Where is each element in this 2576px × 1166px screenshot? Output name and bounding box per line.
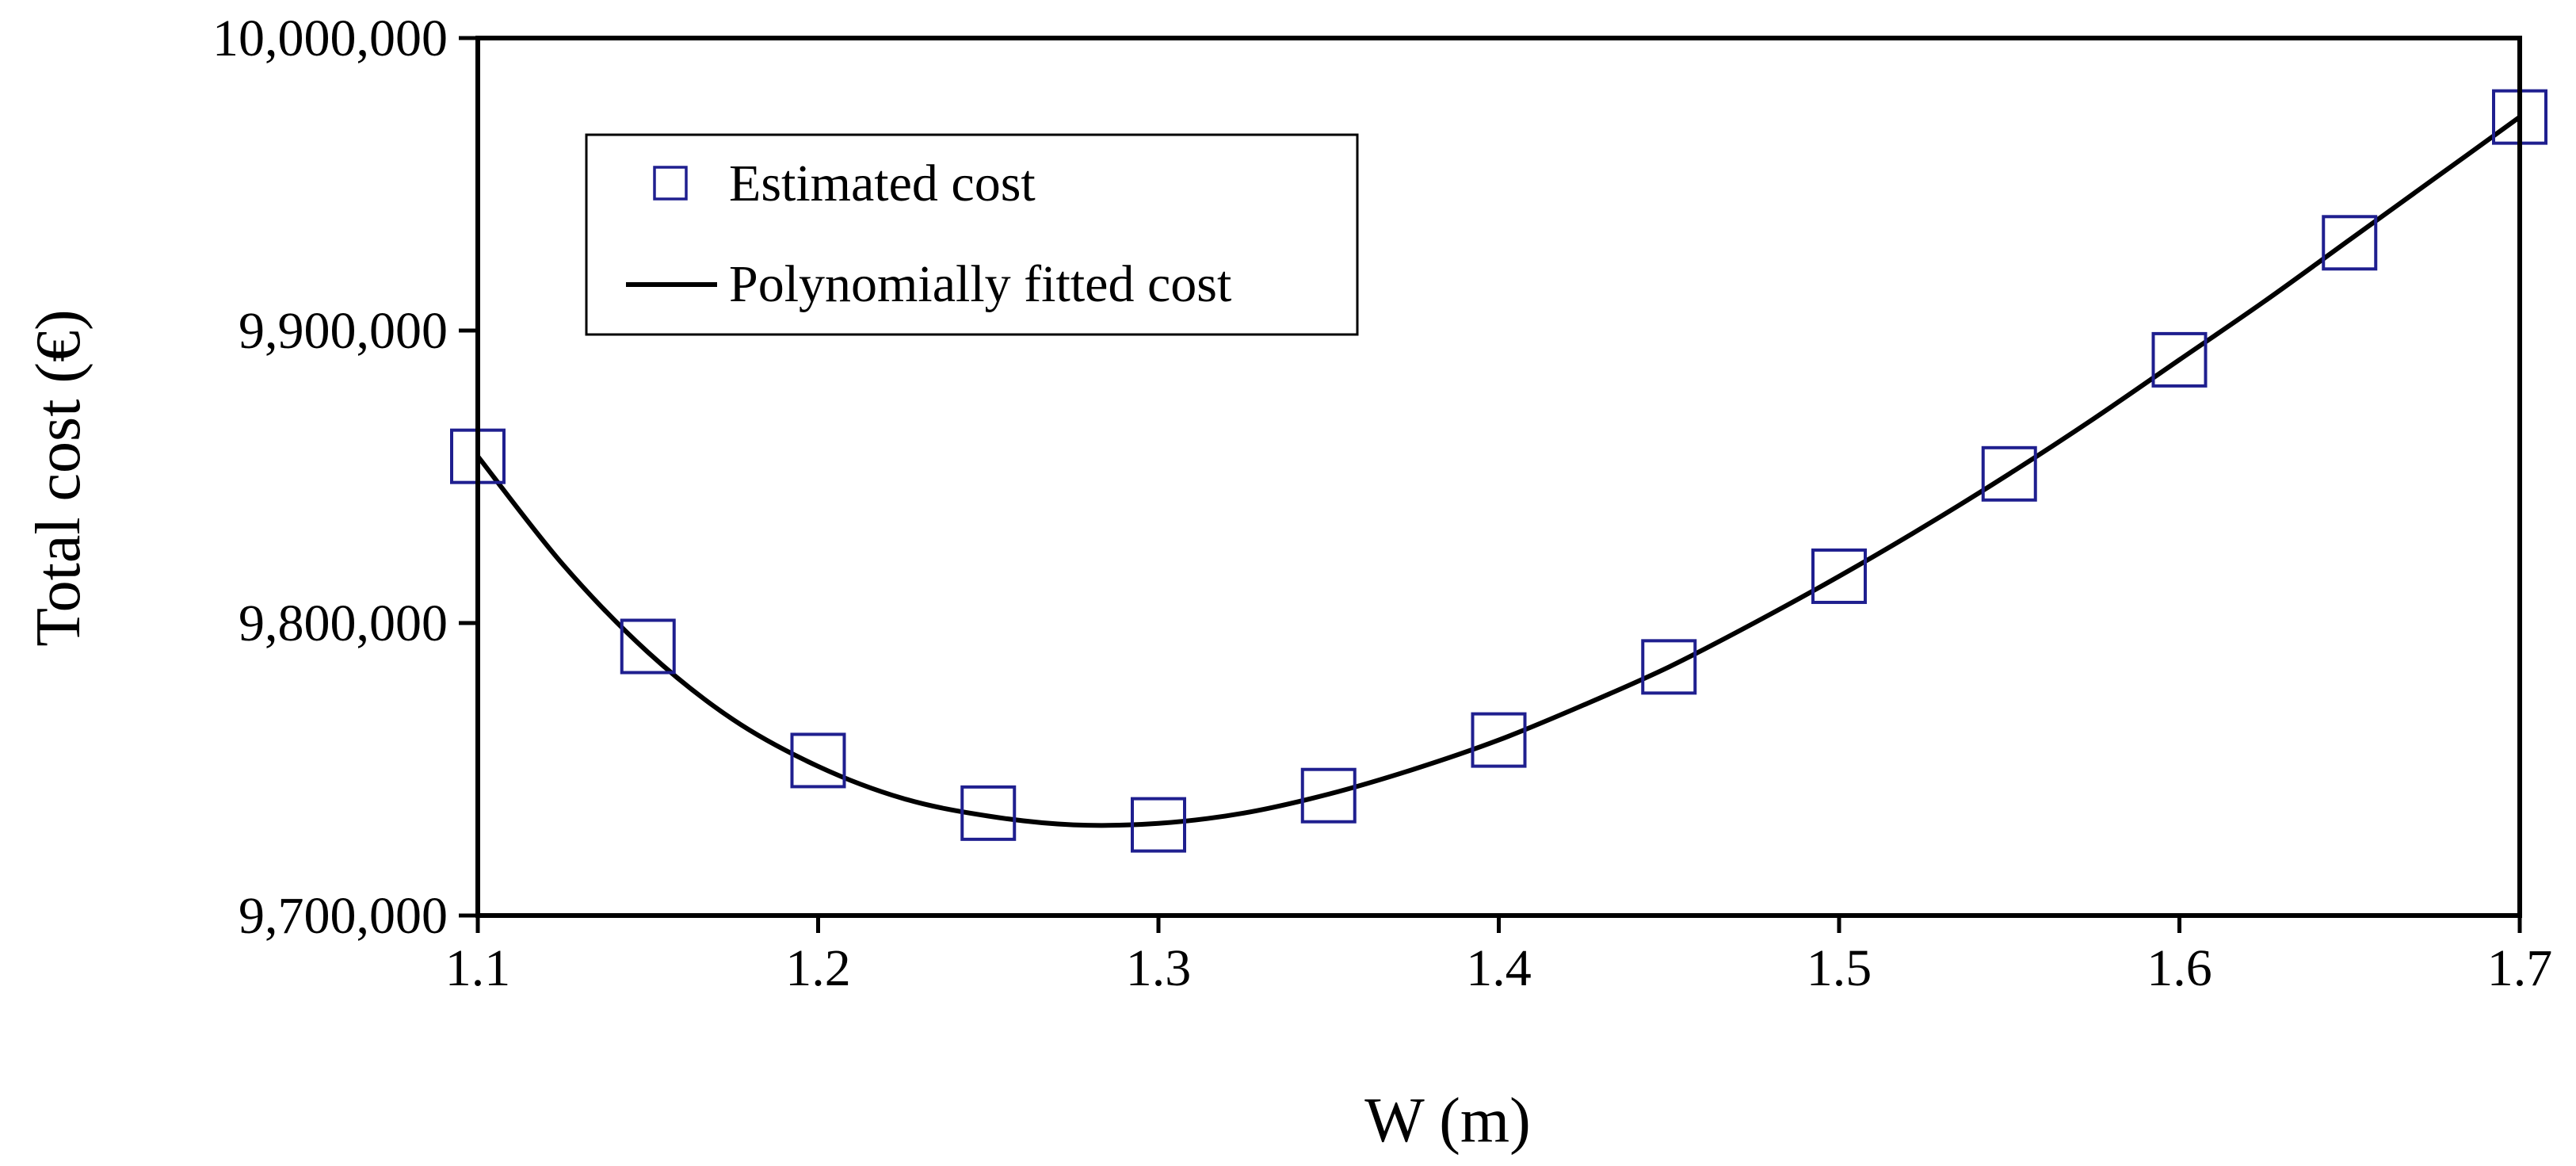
x-tick-label: 1.5 — [1807, 939, 1872, 997]
x-axis-title: W (m) — [1364, 1086, 1531, 1156]
data-point-marker — [1811, 548, 1867, 604]
x-tick-label: 1.7 — [2487, 939, 2553, 997]
x-axis-ticks: 1.1 1.2 1.3 1.4 1.5 1.6 1.7 — [445, 916, 2553, 997]
y-axis-ticks: 9,700,000 9,800,000 9,900,000 10,000,000 — [212, 10, 478, 945]
legend-label-estimated-cost: Estimated cost — [729, 155, 1036, 212]
x-tick-label: 1.6 — [2147, 939, 2212, 997]
data-point-marker — [2151, 331, 2208, 388]
y-tick-label: 10,000,000 — [212, 10, 448, 67]
data-point-marker — [960, 785, 1017, 841]
fitted-cost-line — [475, 115, 2521, 828]
x-tick-label: 1.3 — [1126, 939, 1192, 997]
x-tick-label: 1.1 — [445, 939, 511, 997]
data-point-marker — [790, 732, 846, 789]
plot-area-frame — [475, 36, 2522, 918]
y-tick-label: 9,700,000 — [239, 887, 448, 945]
y-tick-label: 9,900,000 — [239, 302, 448, 360]
data-point-marker — [1981, 445, 2037, 502]
data-point-marker — [1641, 639, 1697, 695]
legend-box — [585, 133, 1359, 336]
legend-label-fitted-cost: Polynomially fitted cost — [729, 255, 1231, 313]
x-tick-label: 1.4 — [1466, 939, 1532, 997]
data-point-marker — [1300, 767, 1357, 824]
legend: Estimated cost Polynomially fitted cost — [585, 133, 1359, 336]
y-axis-title: Total cost (€) — [24, 309, 93, 646]
x-tick-label: 1.2 — [785, 939, 851, 997]
data-point-marker — [1471, 712, 1527, 768]
y-tick-label: 9,800,000 — [239, 594, 448, 652]
data-point-marker — [1131, 797, 1186, 853]
data-point-marker — [620, 618, 676, 675]
legend-marker-estimated-cost — [653, 166, 688, 201]
data-point-marker — [2322, 215, 2378, 271]
